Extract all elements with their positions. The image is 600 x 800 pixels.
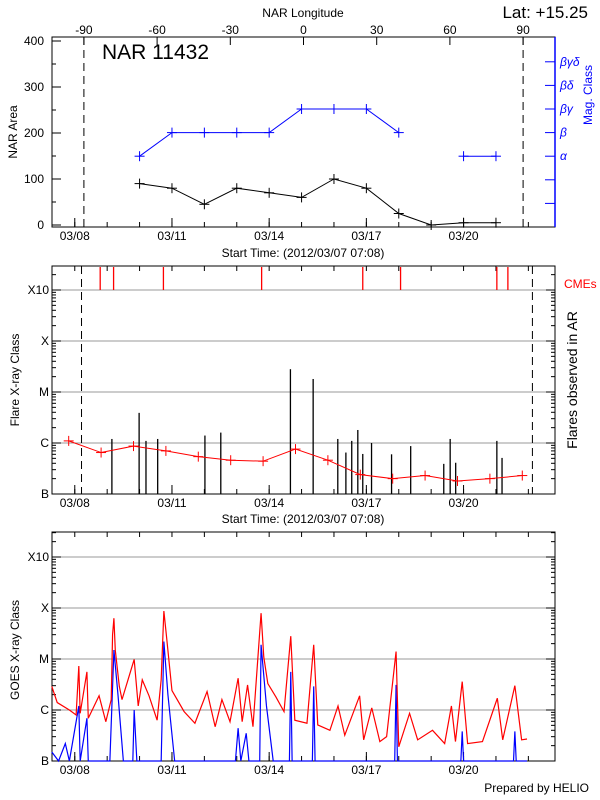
y-tick-label: X xyxy=(41,334,49,348)
panel1-ylabel: NAR Area xyxy=(6,105,20,159)
x-tick-label: 03/14 xyxy=(254,496,284,510)
goes-long-channel-line xyxy=(51,611,528,747)
panel2-ylabel: Flare X-ray Class xyxy=(8,334,22,427)
x-tick-label: 03/17 xyxy=(351,229,381,243)
y-tick-label: M xyxy=(39,652,49,666)
y-tick-label: C xyxy=(40,436,49,450)
y-tick-label: B xyxy=(41,487,49,501)
area-line xyxy=(139,178,496,226)
x-tick-label: 03/11 xyxy=(157,229,186,243)
y-tick-label: X10 xyxy=(28,550,50,564)
longitude-tick-label: -30 xyxy=(222,23,240,37)
y-tick-label: X xyxy=(41,601,49,615)
panel2-xlabel: Start Time: (2012/03/07 07:08) xyxy=(222,512,385,526)
x-tick-label: 03/11 xyxy=(157,763,186,777)
x-tick-label: 03/08 xyxy=(60,496,90,510)
x-tick-label: 03/08 xyxy=(60,229,90,243)
panel3-frame xyxy=(51,531,556,762)
y-tick-label: M xyxy=(39,385,49,399)
mag-class-tick-label: α xyxy=(560,149,568,163)
x-tick-label: 03/11 xyxy=(157,496,186,510)
x-tick-label: 03/20 xyxy=(449,763,479,777)
goes-short-channel-line xyxy=(51,641,528,763)
mag-class-tick-label: β xyxy=(559,126,567,140)
mag-class-tick-label: βγ xyxy=(559,102,574,116)
mag-class-tick-label: βδ xyxy=(559,78,574,92)
longitude-tick-label: 0 xyxy=(300,23,307,37)
mag-class-segment xyxy=(366,108,400,134)
y-tick-label: 300 xyxy=(24,80,44,94)
x-tick-label: 03/20 xyxy=(449,496,479,510)
y-tick-label: 0 xyxy=(37,218,44,232)
longitude-tick-label: -60 xyxy=(148,23,166,37)
prepared-by-label: Prepared by HELIO xyxy=(484,781,589,795)
panel2-frame xyxy=(51,265,556,495)
longitude-tick-label: 30 xyxy=(370,23,384,37)
y-tick-label: X10 xyxy=(28,283,50,297)
panel-title: NAR 11432 xyxy=(102,41,209,64)
x-tick-label: 03/17 xyxy=(351,496,381,510)
panel1-y2label: Mag. Class xyxy=(581,65,595,125)
panel1-xlabel: Start Time: (2012/03/07 07:08) xyxy=(222,246,385,260)
y-tick-label: 200 xyxy=(24,126,44,140)
cme-label: CMEs xyxy=(564,277,597,291)
panel1-frame xyxy=(51,36,556,228)
y-tick-label: C xyxy=(40,703,49,717)
longitude-tick-label: 60 xyxy=(443,23,457,37)
panel3-ylabel: GOES X-ray Class xyxy=(8,600,22,700)
y-tick-label: 400 xyxy=(24,34,44,48)
x-tick-label: 03/14 xyxy=(254,763,284,777)
latitude-label: Lat: +15.25 xyxy=(502,3,588,22)
x-tick-label: 03/08 xyxy=(60,763,90,777)
mag-class-segment xyxy=(268,108,302,134)
y-tick-label: 100 xyxy=(24,172,44,186)
top-axis-label: NAR Longitude xyxy=(262,6,344,20)
mag-class-tick-label: βγδ xyxy=(559,55,580,69)
mag-class-segment xyxy=(139,132,173,157)
panel2-y2label: Flares observed in AR xyxy=(564,311,580,449)
y-tick-label: B xyxy=(41,754,49,768)
x-tick-label: 03/14 xyxy=(254,229,284,243)
x-tick-label: 03/17 xyxy=(351,763,381,777)
longitude-tick-label: 90 xyxy=(516,23,530,37)
longitude-tick-label: -90 xyxy=(75,23,93,37)
x-tick-label: 03/20 xyxy=(449,229,479,243)
